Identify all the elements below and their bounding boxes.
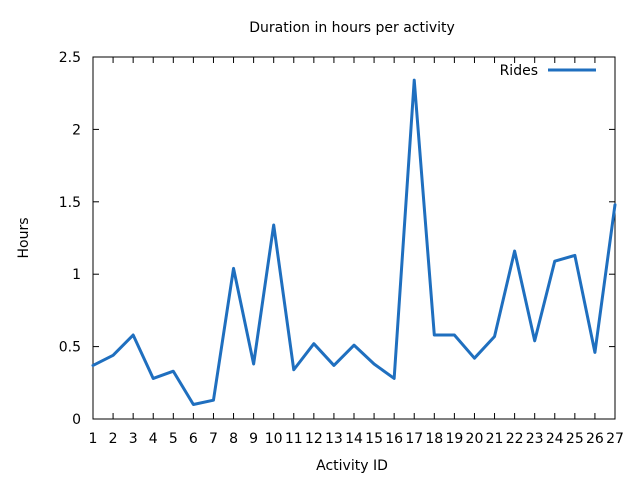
y-tick-label: 2.5 — [59, 50, 81, 66]
x-tick-label: 18 — [425, 431, 443, 447]
series-line-rides — [91, 78, 617, 407]
x-tick-label: 19 — [445, 431, 463, 447]
x-tick-label: 6 — [189, 431, 198, 447]
x-tick-label: 4 — [149, 431, 158, 447]
x-tick-label: 15 — [365, 431, 383, 447]
x-tick-label: 2 — [109, 431, 118, 447]
legend-label: Rides — [500, 63, 538, 79]
legend: Rides — [500, 63, 596, 79]
x-tick-label: 8 — [229, 431, 238, 447]
y-tick-label: 2 — [72, 122, 81, 138]
x-tick-label: 1 — [89, 431, 98, 447]
x-tick-label: 27 — [606, 431, 624, 447]
y-tick-label: 0 — [72, 412, 81, 428]
chart-title: Duration in hours per activity — [249, 20, 455, 36]
y-tick-label: 0.5 — [59, 340, 81, 356]
plot-frame — [92, 56, 616, 420]
x-tick-label: 17 — [405, 431, 423, 447]
x-tick-label: 5 — [169, 431, 178, 447]
x-tick-label: 13 — [325, 431, 343, 447]
x-tick-label: 12 — [305, 431, 323, 447]
x-tick-label: 9 — [249, 431, 258, 447]
x-tick-label: 20 — [466, 431, 484, 447]
x-tick-label: 23 — [526, 431, 544, 447]
x-tick-label: 26 — [586, 431, 604, 447]
y-axis: 0 0.5 1 1.5 2 2.5 — [59, 50, 615, 428]
x-axis-label: Activity ID — [316, 458, 388, 474]
x-tick-label: 22 — [506, 431, 524, 447]
x-tick-label: 24 — [546, 431, 564, 447]
x-tick-label: 21 — [486, 431, 504, 447]
x-tick-label: 7 — [209, 431, 218, 447]
x-axis: 1 2 3 4 5 6 7 8 9 10 11 12 13 14 15 16 17 18 19 20 21 22 23 24 2… — [89, 57, 624, 447]
x-tick-label: 3 — [129, 431, 138, 447]
x-tick-label: 14 — [345, 431, 363, 447]
series-layer — [91, 78, 617, 407]
x-tick-label: 16 — [385, 431, 403, 447]
y-tick-label: 1.5 — [59, 195, 81, 211]
x-tick-label: 25 — [566, 431, 584, 447]
x-tick-label: 10 — [265, 431, 283, 447]
y-axis-label: Hours — [16, 217, 32, 258]
x-tick-label: 11 — [285, 431, 303, 447]
y-tick-label: 1 — [72, 267, 81, 283]
